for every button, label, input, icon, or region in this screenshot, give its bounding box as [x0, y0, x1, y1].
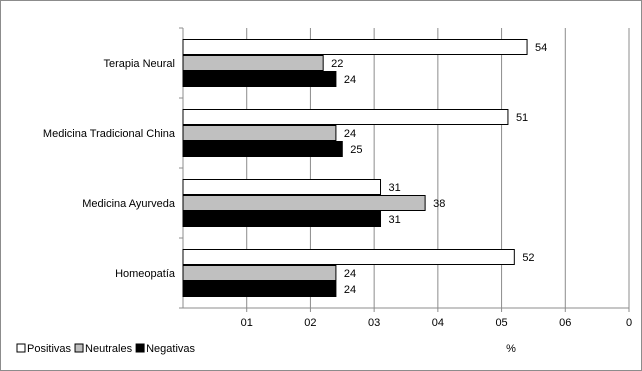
data-label: 31 [389, 182, 401, 194]
data-label: 51 [516, 112, 528, 124]
x-tick-labels: 01 02 03 04 05 06 0 [241, 317, 632, 329]
bar-neutrales [182, 195, 426, 211]
bar-positivas [182, 249, 515, 265]
bar-positivas [182, 109, 509, 125]
bar-neutrales [182, 125, 337, 141]
x-tick-label: 0 [626, 317, 632, 329]
legend: Positivas Neutrales Negativas [16, 343, 196, 355]
category-label: Homeopatía [115, 268, 176, 280]
bar-negativas [182, 141, 343, 157]
data-label: 24 [344, 128, 356, 140]
bar-negativas [182, 211, 382, 227]
category-label: Medicina Tradicional China [43, 128, 176, 140]
legend-swatch [16, 343, 26, 353]
data-label: 22 [331, 58, 343, 70]
data-label: 31 [389, 214, 401, 226]
x-tick-label: 01 [241, 317, 253, 329]
legend-label: Neutrales [85, 343, 133, 355]
data-label: 25 [350, 144, 362, 156]
x-axis-label: % [506, 343, 516, 355]
data-label: 24 [344, 268, 356, 280]
x-tick-label: 04 [432, 317, 444, 329]
legend-swatch [74, 343, 84, 353]
x-tick-label: 02 [304, 317, 316, 329]
category-label: Terapia Neural [103, 58, 175, 70]
bar-positivas [182, 39, 528, 55]
category-label: Medicina Ayurveda [82, 198, 176, 210]
bar-positivas [182, 179, 382, 195]
data-label: 38 [433, 198, 445, 210]
bar-negativas [182, 71, 337, 87]
data-label: 54 [535, 42, 547, 54]
data-label: 24 [344, 284, 356, 296]
bar-neutrales [182, 55, 324, 71]
data-label: 24 [344, 74, 356, 86]
x-tick-label: 03 [368, 317, 380, 329]
legend-swatch [135, 343, 145, 353]
category-labels: Terapia Neural Medicina Tradicional China… [43, 58, 176, 280]
legend-label: Positivas [27, 343, 72, 355]
x-tick-label: 06 [559, 317, 571, 329]
bar-neutrales [182, 265, 337, 281]
x-tick-label: 05 [495, 317, 507, 329]
bar-negativas [182, 281, 337, 297]
legend-label: Negativas [146, 343, 195, 355]
data-label: 52 [522, 252, 534, 264]
